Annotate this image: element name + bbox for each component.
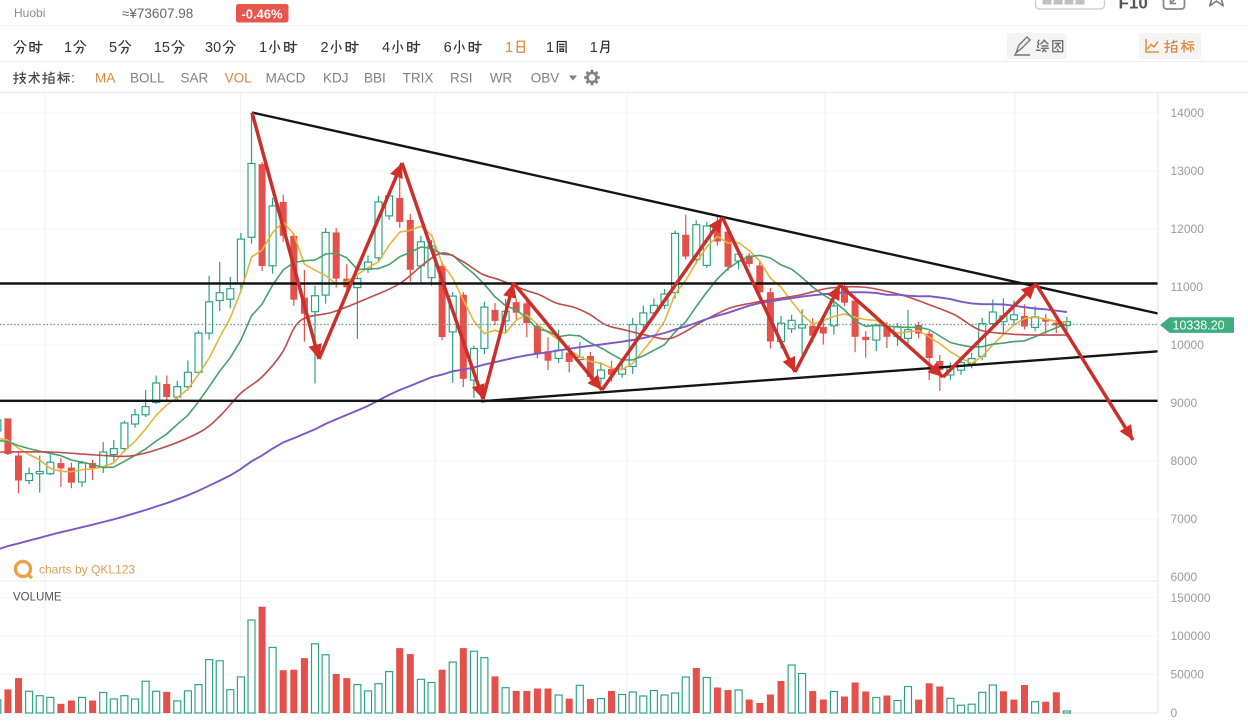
svg-text:BOLL: BOLL xyxy=(130,71,165,86)
svg-text:WR: WR xyxy=(490,71,513,86)
svg-text:7000: 7000 xyxy=(1171,512,1198,526)
svg-text:15: 15 xyxy=(154,40,170,56)
svg-text:8000: 8000 xyxy=(1171,454,1198,468)
svg-text::: : xyxy=(71,71,75,86)
svg-text:MACD: MACD xyxy=(266,71,306,86)
svg-text:2: 2 xyxy=(321,40,329,56)
svg-text:100000: 100000 xyxy=(1171,629,1211,643)
svg-text:1: 1 xyxy=(505,40,513,56)
svg-text:VOLUME: VOLUME xyxy=(13,592,62,604)
svg-text:VOL: VOL xyxy=(225,71,253,86)
svg-text:BBI: BBI xyxy=(364,71,386,86)
svg-text:6: 6 xyxy=(444,40,452,56)
svg-text:6000: 6000 xyxy=(1171,570,1198,584)
svg-text:1: 1 xyxy=(590,40,598,56)
svg-text:1: 1 xyxy=(546,40,554,56)
svg-text:0: 0 xyxy=(1171,706,1178,720)
svg-text:14000: 14000 xyxy=(1171,106,1205,120)
svg-text:≈¥73607.98: ≈¥73607.98 xyxy=(122,6,193,21)
svg-text:1: 1 xyxy=(259,40,267,56)
svg-text:9000: 9000 xyxy=(1171,396,1198,410)
svg-text:F10: F10 xyxy=(1119,0,1148,13)
svg-text:11000: 11000 xyxy=(1171,280,1204,294)
svg-text:4: 4 xyxy=(382,40,390,56)
svg-text:KDJ: KDJ xyxy=(323,71,349,86)
svg-text:MA: MA xyxy=(95,71,115,86)
svg-text:TRIX: TRIX xyxy=(403,71,434,86)
svg-text:Huobi: Huobi xyxy=(14,6,45,20)
svg-text:charts by QKL123: charts by QKL123 xyxy=(39,563,135,577)
svg-text:-0.46%: -0.46% xyxy=(241,7,283,22)
svg-text:5: 5 xyxy=(109,40,117,56)
svg-text:10000: 10000 xyxy=(1171,338,1205,352)
svg-text:1: 1 xyxy=(64,40,72,56)
svg-text:12000: 12000 xyxy=(1171,222,1205,236)
svg-text:150000: 150000 xyxy=(1171,591,1211,605)
svg-text:OBV: OBV xyxy=(531,71,560,86)
svg-text:13000: 13000 xyxy=(1171,164,1205,178)
svg-text:30: 30 xyxy=(205,40,221,56)
svg-text:SAR: SAR xyxy=(181,71,209,86)
svg-text:10338.20: 10338.20 xyxy=(1173,319,1225,333)
svg-text:RSI: RSI xyxy=(450,71,473,86)
svg-text:50000: 50000 xyxy=(1171,668,1205,682)
